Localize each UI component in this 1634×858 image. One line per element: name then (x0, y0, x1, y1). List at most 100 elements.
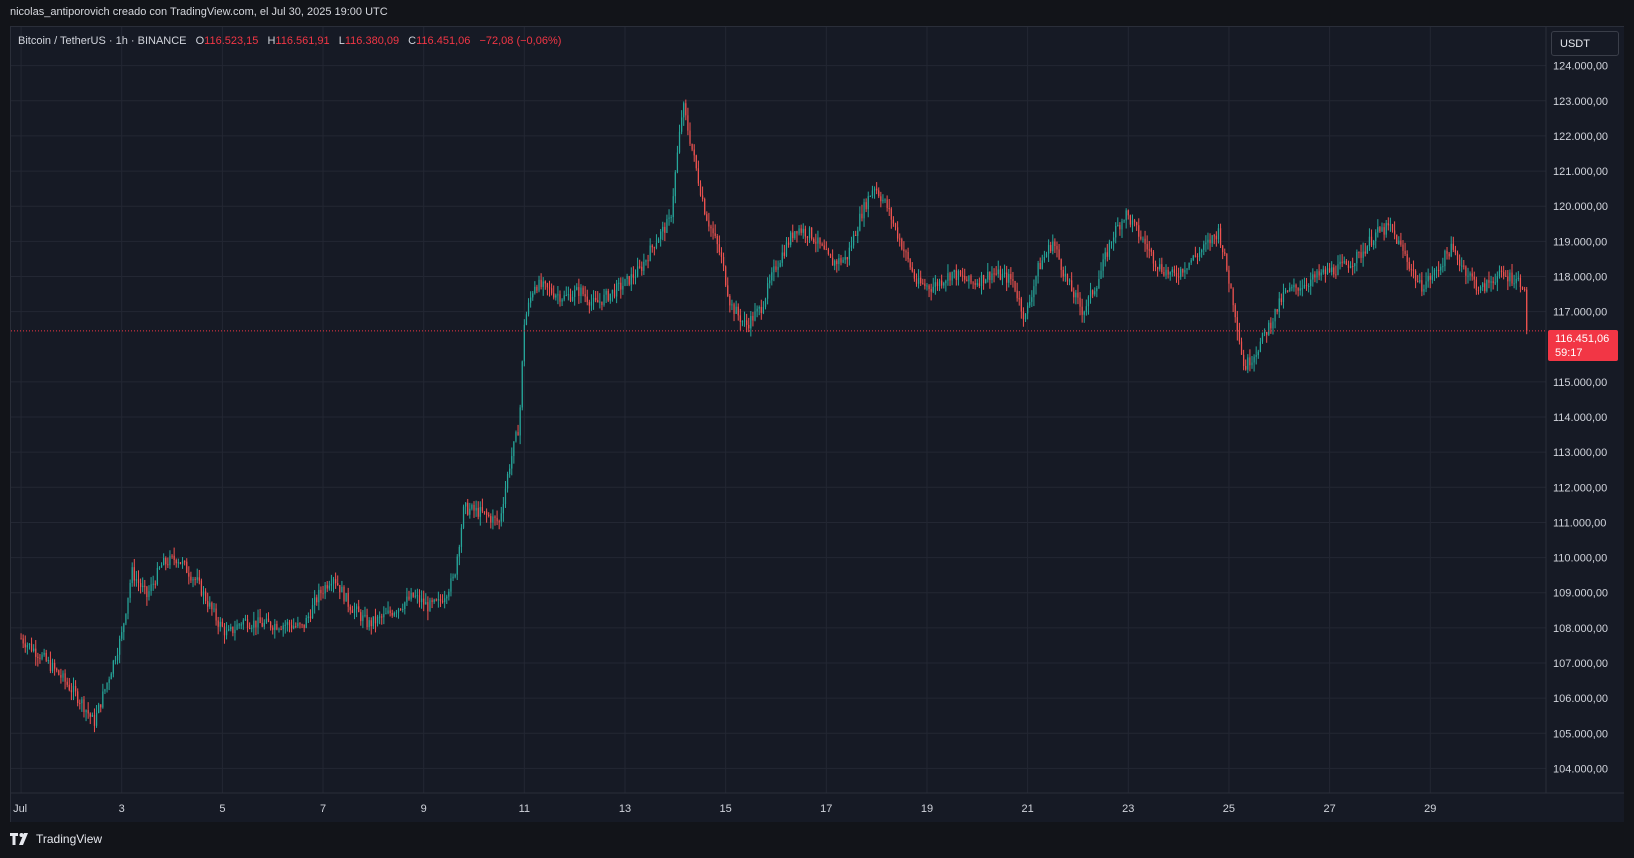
candle-body (1526, 289, 1528, 331)
bar-countdown: 59:17 (1555, 347, 1583, 359)
candle-body (1020, 298, 1022, 312)
candle-body (1062, 269, 1064, 277)
candle-body (894, 223, 897, 228)
candle-body (1509, 272, 1511, 282)
candle-body (649, 245, 651, 261)
candle-body (1251, 362, 1253, 366)
symbol-title: Bitcoin / TetherUS · 1h · BINANCE (18, 35, 187, 47)
candle-body (223, 626, 226, 636)
candle-body (766, 283, 769, 299)
candle-body (678, 131, 681, 153)
candle-body (66, 681, 68, 685)
candle-body (33, 648, 35, 651)
candle-body (1050, 245, 1052, 252)
candle-body (651, 245, 653, 248)
candle-body (343, 586, 345, 602)
candle-body (890, 208, 892, 220)
candle-body (1326, 268, 1329, 275)
candle-body (104, 689, 106, 692)
high-value: 116.561,91 (275, 35, 330, 47)
candle-body (169, 555, 171, 566)
candle-body (1041, 260, 1043, 270)
candle-body (1372, 241, 1375, 246)
candle-body (475, 507, 477, 511)
candle-body (758, 306, 760, 309)
candle-body (320, 589, 322, 594)
candle-body (720, 252, 723, 257)
tradingview-logo[interactable]: TradingView (10, 832, 102, 846)
candle-body (802, 228, 804, 233)
candle-body (555, 295, 557, 298)
candle-body (660, 231, 662, 240)
candle-body (1337, 264, 1339, 276)
candle-body (496, 517, 498, 522)
candle-body (1402, 244, 1404, 251)
candle-body (494, 516, 496, 518)
candle-body (938, 280, 941, 287)
candle-body (936, 282, 939, 287)
candle-body (1018, 298, 1020, 300)
candle-body (733, 304, 735, 314)
candle-body (1207, 239, 1209, 243)
candle-body (1228, 270, 1230, 284)
candle-body (402, 608, 404, 610)
candle-body (387, 610, 389, 614)
candle-body (485, 511, 488, 515)
currency-selector[interactable]: USDT (1551, 31, 1619, 56)
candle-body (458, 546, 460, 557)
candle-body (615, 283, 618, 297)
candle-body (655, 242, 658, 248)
y-tick-label: 107.000,00 (1553, 658, 1608, 670)
candle-body (974, 283, 976, 285)
candle-body (1318, 271, 1320, 276)
candle-body (53, 662, 56, 669)
candle-body (882, 199, 884, 202)
candle-body (959, 270, 962, 276)
candle-body (288, 622, 291, 626)
candle-body (1389, 224, 1392, 226)
candle-body (1213, 235, 1215, 237)
candle-body (1431, 275, 1433, 280)
candle-body (546, 283, 549, 288)
candle-body (613, 289, 616, 297)
candle-body (1387, 223, 1389, 226)
y-tick-label: 108.000,00 (1553, 623, 1608, 635)
candle-body (269, 622, 272, 628)
candle-body (1429, 275, 1431, 280)
candle-body (1083, 311, 1085, 315)
chart-pane[interactable] (10, 26, 1624, 822)
candle-body (1123, 220, 1125, 222)
candle-body (1112, 237, 1115, 242)
candle-body (1490, 281, 1492, 283)
candle-body (64, 673, 66, 682)
candle-body (383, 613, 385, 618)
candle-body (70, 690, 73, 693)
candle-body (1173, 269, 1176, 273)
candle-body (435, 599, 437, 601)
candle-body (903, 249, 905, 252)
candle-body (905, 251, 907, 253)
candle-body (416, 595, 419, 597)
candle-body (1079, 297, 1081, 307)
candle-body (607, 290, 609, 301)
x-tick-label: 9 (421, 803, 427, 815)
tradingview-logo-icon (10, 833, 28, 845)
candle-body (957, 270, 960, 280)
candle-body (502, 504, 505, 514)
candle-body (282, 625, 284, 630)
candle-body (1087, 296, 1090, 307)
candle-body (636, 266, 639, 277)
candle-body (1324, 269, 1327, 275)
candle-body (1024, 313, 1027, 320)
candle-body (1092, 290, 1094, 295)
low-value: 116.380,09 (344, 35, 400, 47)
open-value: 116.523,15 (204, 35, 259, 47)
candle-body (729, 295, 731, 306)
candle-body (668, 217, 670, 219)
candle-body (1161, 264, 1163, 272)
candle-body (1448, 253, 1450, 257)
candle-body (225, 630, 228, 636)
candle-body (93, 714, 96, 726)
candle-body (362, 615, 364, 622)
